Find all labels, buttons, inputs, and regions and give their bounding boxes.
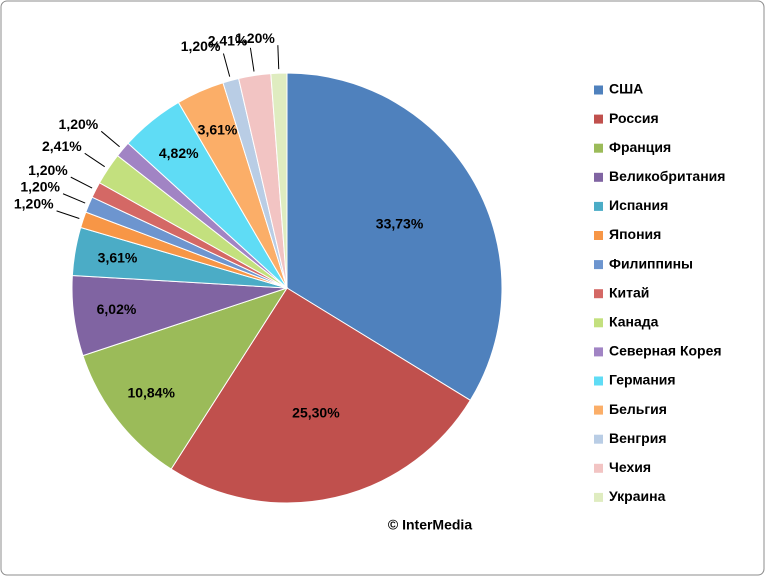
legend-swatch: [594, 289, 603, 299]
legend-label: Великобритания: [609, 168, 725, 184]
legend-swatch: [594, 231, 603, 240]
data-label: 1,20%: [181, 38, 221, 54]
data-label: 25,30%: [292, 404, 340, 420]
legend-swatch: [594, 347, 603, 357]
data-label: 10,84%: [127, 384, 175, 400]
legend-swatch: [594, 434, 603, 444]
data-label: 4,82%: [159, 145, 199, 161]
legend-label: Канада: [609, 314, 659, 330]
leader-line: [70, 176, 93, 189]
data-label: 2,41%: [42, 138, 82, 154]
data-label: 1,20%: [235, 30, 275, 46]
pie-slice: [170, 287, 472, 504]
data-label: 6,02%: [97, 301, 137, 317]
leader-line: [249, 47, 255, 72]
legend-swatch: [594, 114, 603, 124]
legend-label: Чехия: [609, 459, 651, 475]
legend-swatch: [594, 260, 603, 270]
legend-label: Китай: [609, 284, 649, 300]
legend-label: Венгрия: [609, 430, 667, 446]
data-label: 1,20%: [59, 116, 99, 132]
legend-label: США: [609, 81, 643, 97]
legend-label: Россия: [609, 110, 659, 126]
legend-swatch: [594, 85, 603, 95]
pie-slice: [286, 72, 503, 401]
data-label: 1,20%: [20, 178, 60, 194]
leader-line: [56, 210, 80, 219]
data-label: 2,41%: [208, 32, 248, 48]
leader-line: [84, 152, 105, 168]
data-label: 3,61%: [198, 121, 238, 137]
data-label: 33,73%: [376, 216, 424, 232]
legend-swatch: [594, 172, 603, 182]
leader-line: [277, 45, 280, 70]
data-label: 1,20%: [14, 196, 54, 212]
legend-label: Бельгия: [609, 401, 667, 417]
legend-label: Филиппины: [609, 255, 693, 271]
leader-line: [62, 193, 86, 204]
legend-swatch: [594, 318, 603, 328]
legend-swatch: [594, 201, 603, 211]
leader-line: [222, 53, 231, 77]
legend-swatch: [594, 405, 603, 415]
legend-label: Северная Корея: [609, 343, 722, 359]
data-label: 3,61%: [98, 249, 138, 265]
legend-label: Испания: [609, 197, 668, 213]
legend-swatch: [594, 492, 603, 502]
legend-label: Япония: [609, 226, 661, 242]
legend-swatch: [594, 376, 603, 386]
data-label: 1,20%: [28, 162, 68, 178]
legend-label: Германия: [609, 372, 676, 388]
legend-label: Украина: [609, 488, 666, 504]
legend-swatch: [594, 143, 603, 153]
leader-line: [100, 130, 120, 148]
pie-slice: [82, 287, 289, 470]
legend-swatch: [594, 463, 603, 473]
annotation: © InterMedia: [388, 517, 472, 533]
legend-label: Франция: [609, 139, 671, 155]
pie-slice: [270, 72, 288, 289]
